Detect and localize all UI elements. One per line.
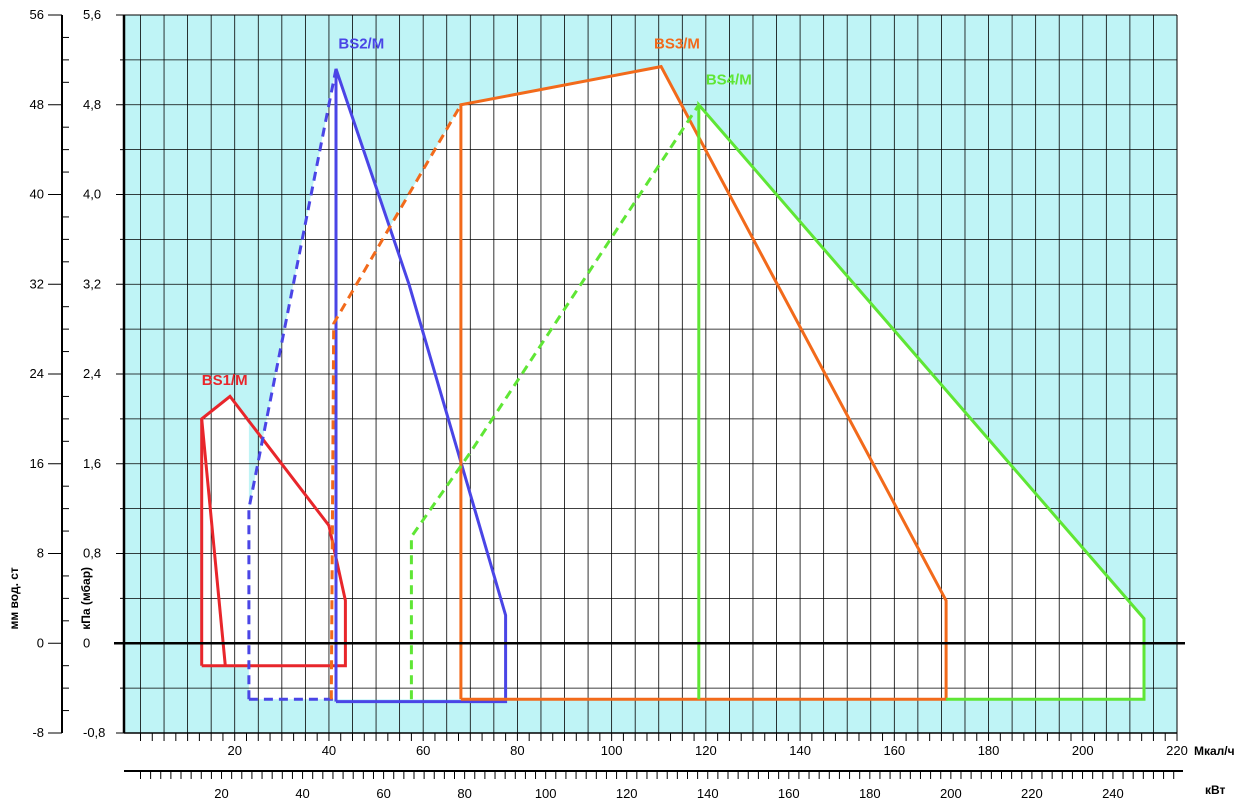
y-primary-tick-label: 1,6 xyxy=(83,456,101,471)
x-secondary-tick-label: 80 xyxy=(457,786,471,800)
operating-zone-fill-2 xyxy=(331,104,461,700)
y-primary-tick-label: 4,0 xyxy=(83,187,101,202)
labels: BS1/M BS2/M BS3/M BS4/M xyxy=(202,36,752,390)
operating-zone-region xyxy=(201,66,1144,700)
series-bs1-m-line xyxy=(200,418,227,666)
x-secondary-tick-label: 220 xyxy=(1021,786,1043,800)
series-bs3-m-dashed-line xyxy=(329,104,463,700)
series-label-bs4-m: BS4/M xyxy=(706,72,752,89)
y-secondary-tick-label: 16 xyxy=(30,456,44,471)
x-secondary-tick-label: 120 xyxy=(616,786,638,800)
operating-zone-fill-1 xyxy=(248,68,336,700)
y-secondary-tick-label: 56 xyxy=(30,7,44,22)
x-secondary-unit: кВт xyxy=(1205,783,1226,797)
x-primary-unit: Мкал/ч xyxy=(1194,744,1235,758)
x-primary-end-label: 220 xyxy=(1166,743,1188,758)
x-primary-tick-label: 200 xyxy=(1072,743,1094,758)
x-primary-tick-label: 180 xyxy=(978,743,1000,758)
series-bs2-m-line xyxy=(334,68,508,704)
y-primary-tick-label: 4,8 xyxy=(83,97,101,112)
y-secondary-axis-title: мм вод. ст xyxy=(7,567,21,629)
y-primary-tick-label: 0 xyxy=(83,635,90,650)
y-primary-tick-label: 5,6 xyxy=(83,7,101,22)
series-bs4-m-line xyxy=(697,100,1146,701)
series-bs4-m-dashed-line xyxy=(409,103,701,700)
x-primary-tick-label: 160 xyxy=(883,743,905,758)
y-secondary-tick-label: -8 xyxy=(32,725,44,740)
x-primary-tick-label: 140 xyxy=(789,743,811,758)
x-primary-tick-label: 120 xyxy=(695,743,717,758)
y-secondary-tick-label: 32 xyxy=(30,276,44,291)
x-secondary-tick-label: 40 xyxy=(295,786,309,800)
x-secondary-tick-label: 180 xyxy=(859,786,881,800)
series-label-bs3-m: BS3/M xyxy=(654,36,700,53)
y-secondary-tick-label: 8 xyxy=(37,546,44,561)
x-primary-tick-label: 80 xyxy=(510,743,524,758)
x-secondary-tick-label: 200 xyxy=(940,786,962,800)
y-primary-axis-title: кПа (мбар) xyxy=(79,567,93,630)
series-layer xyxy=(200,64,1146,704)
x-primary-tick-label: 100 xyxy=(601,743,623,758)
y-primary-tick-label: 3,2 xyxy=(83,276,101,291)
series-bs2-m-dashed-line xyxy=(247,68,338,700)
x-secondary-tick-label: 60 xyxy=(376,786,390,800)
y-secondary-tick-label: 0 xyxy=(37,635,44,650)
series-label-bs1-m: BS1/M xyxy=(202,372,248,389)
y-primary-tick-label: -0,8 xyxy=(83,725,105,740)
axes: -8 0 8 16 24 32 40 48 56 мм вод. ст -0,8 0 0,8 1,6 2,4… xyxy=(7,7,1235,801)
series-label-bs2-m: BS2/M xyxy=(338,36,384,53)
x-secondary-tick-label: 100 xyxy=(535,786,557,800)
x-secondary-tick-label: 160 xyxy=(778,786,800,800)
y-secondary-tick-label: 40 xyxy=(30,187,44,202)
y-primary-tick-label: 0,8 xyxy=(83,546,101,561)
x-secondary-tick-label: 140 xyxy=(697,786,719,800)
y-secondary-tick-label: 24 xyxy=(30,366,44,381)
y-primary-tick-label: 2,4 xyxy=(83,366,101,381)
x-secondary-tick-label: 20 xyxy=(214,786,228,800)
grid xyxy=(124,14,1178,734)
series-bs3-m-line xyxy=(459,64,948,701)
x-primary-tick-label: 20 xyxy=(227,743,241,758)
x-primary-tick-label: 40 xyxy=(322,743,336,758)
x-secondary-tick-label: 240 xyxy=(1102,786,1124,800)
y-secondary-tick-label: 48 xyxy=(30,97,44,112)
x-primary-tick-label: 60 xyxy=(416,743,430,758)
